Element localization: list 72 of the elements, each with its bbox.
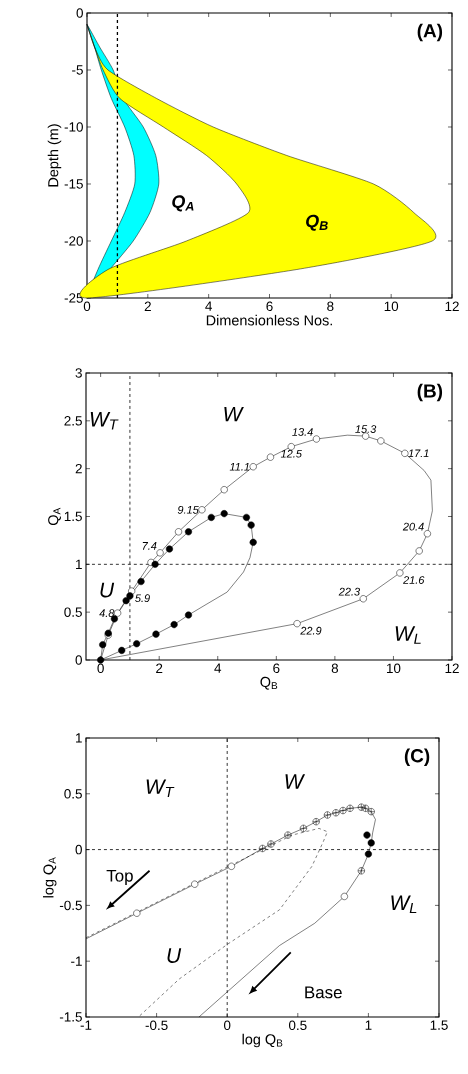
annotation: W [285,774,306,789]
annotation: W [224,406,244,422]
x-tick-label: 6 [266,301,273,312]
y-tick-label: 0.5 [64,607,82,617]
annotation: U [167,948,182,963]
annotation: Top [106,869,133,886]
y-tick-label: -15 [64,179,83,189]
x-tick-label: -0.5 [145,1020,168,1031]
annotation: 12.5 [280,449,302,458]
x-tick-label: 2 [144,301,151,311]
y-tick-label: 0 [75,844,82,855]
x-axis-title: Dimensionless Nos. [206,314,332,326]
x-tick-label: 0.5 [288,1020,307,1031]
y-tick-label: -20 [64,236,83,246]
y-axis-title: Depth (m) [47,124,62,187]
x-tick-label: 6 [273,663,280,674]
annotation: 17.1 [408,449,429,458]
annotation: W$_{T}$ [90,412,119,430]
annotation: 22.9 [300,626,322,635]
annotation: 15.3 [355,425,377,433]
annotation: 9.15 [177,505,199,514]
x-tick-label: 2 [156,663,163,673]
annotation: 20.4 [402,522,424,531]
x-tick-label: 10 [384,301,399,312]
annotation: 22.3 [338,587,360,596]
text: (A) [417,23,443,42]
y-tick-label: 1.5 [64,511,82,522]
x-tick-label: 4 [205,301,213,311]
text: (C) [404,748,430,767]
annotation: 5.9 [135,594,150,603]
y-tick-label: 2 [75,463,82,474]
x-tick-label: 0 [83,301,91,312]
x-tick-label: 10 [386,663,401,674]
annotation: 4.8 [99,609,115,617]
x-tick-label: 0 [97,663,104,674]
annotation: W$_{L}$ [391,895,417,914]
series-label: Q$_{A}$ [172,195,194,212]
x-tick-label: 12 [445,301,459,311]
x-tick-label: 4 [214,663,222,673]
annotation: W$_{T}$ [146,779,175,797]
annotation: 11.1 [229,462,250,471]
annotation: Base [305,986,342,999]
text: (B) [417,383,443,402]
x-tick-label: 1.5 [430,1020,448,1030]
y-tick-label: -10 [64,122,83,132]
y-tick-label: -1.5 [59,1012,82,1022]
annotation: 13.4 [292,428,313,436]
y-tick-label: 3 [75,368,82,378]
annotation: U [100,582,115,598]
x-tick-label: 8 [327,301,334,312]
y-tick-label: 1 [76,559,82,569]
x-tick-label: 12 [445,663,459,673]
y-tick-label: -25 [64,293,83,303]
y-axis-title: Q$_{A}$ [48,507,61,526]
y-tick-label: -5 [72,65,83,75]
y-tick-label: 0 [76,8,83,18]
y-tick-label: 2.5 [64,416,82,426]
y-tick-label: -1 [71,956,82,966]
x-tick-label: 8 [331,663,339,674]
annotation: 21.6 [403,576,425,584]
y-tick-label: 0 [75,655,82,665]
x-tick-label: 0 [223,1020,231,1031]
x-tick-label: 1 [365,1020,372,1030]
x-axis-title: log Q$_{B}$ [242,1033,283,1048]
annotation: W$_{L}$ [395,626,421,644]
series-label: Q$_{B}$ [306,214,328,231]
y-tick-label: 0.5 [64,789,82,799]
y-axis-title: log Q$_{A}$ [43,857,57,898]
annotation: 7.4 [142,542,157,550]
x-axis-title: Q$_{B}$ [260,676,278,690]
y-tick-label: 1 [76,733,82,743]
y-tick-label: -0.5 [59,900,82,911]
